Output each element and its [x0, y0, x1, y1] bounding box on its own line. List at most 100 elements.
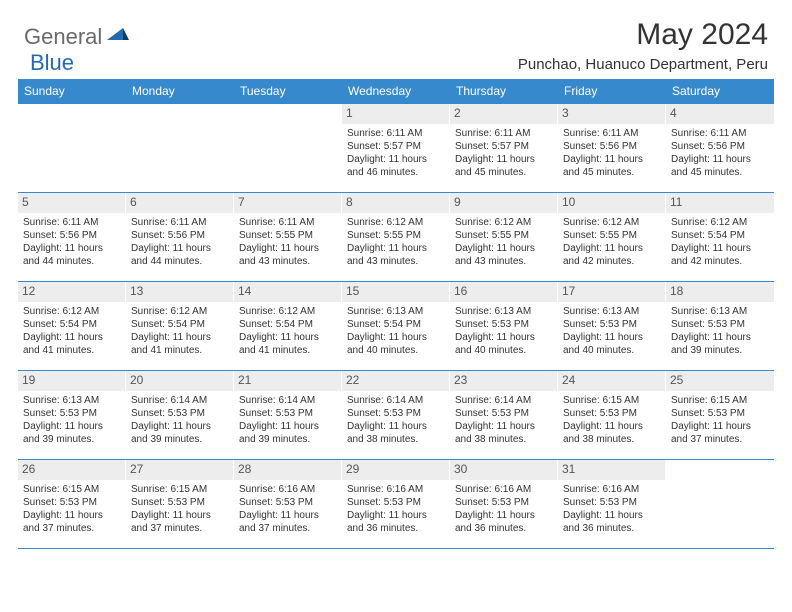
day-number: 31	[558, 460, 665, 480]
sunset-line: Sunset: 5:53 PM	[131, 496, 228, 509]
brand-logo-line2: Blue	[24, 44, 74, 76]
day-number: 10	[558, 193, 665, 213]
daylight-line: Daylight: 11 hours and 39 minutes.	[131, 420, 228, 446]
daylight-line: Daylight: 11 hours and 43 minutes.	[455, 242, 552, 268]
calendar-week-row: 19Sunrise: 6:13 AMSunset: 5:53 PMDayligh…	[18, 371, 774, 460]
daylight-line: Daylight: 11 hours and 39 minutes.	[671, 331, 769, 357]
day-number: 23	[450, 371, 557, 391]
calendar: SundayMondayTuesdayWednesdayThursdayFrid…	[18, 79, 774, 549]
calendar-day-cell: 15Sunrise: 6:13 AMSunset: 5:54 PMDayligh…	[342, 282, 450, 370]
calendar-day-cell: 22Sunrise: 6:14 AMSunset: 5:53 PMDayligh…	[342, 371, 450, 459]
sunset-line: Sunset: 5:56 PM	[23, 229, 120, 242]
sunrise-line: Sunrise: 6:12 AM	[347, 216, 444, 229]
calendar-day-cell: 14Sunrise: 6:12 AMSunset: 5:54 PMDayligh…	[234, 282, 342, 370]
sunset-line: Sunset: 5:57 PM	[347, 140, 444, 153]
brand-part2: Blue	[30, 50, 74, 76]
sunrise-line: Sunrise: 6:14 AM	[131, 394, 228, 407]
sunset-line: Sunset: 5:53 PM	[671, 407, 769, 420]
day-number: 12	[18, 282, 125, 302]
daylight-line: Daylight: 11 hours and 40 minutes.	[347, 331, 444, 357]
calendar-day-cell: 2Sunrise: 6:11 AMSunset: 5:57 PMDaylight…	[450, 104, 558, 192]
calendar-day-cell	[126, 104, 234, 192]
sunrise-line: Sunrise: 6:14 AM	[239, 394, 336, 407]
calendar-day-cell: 25Sunrise: 6:15 AMSunset: 5:53 PMDayligh…	[666, 371, 774, 459]
calendar-day-cell: 6Sunrise: 6:11 AMSunset: 5:56 PMDaylight…	[126, 193, 234, 281]
location-text: Punchao, Huanuco Department, Peru	[518, 56, 768, 73]
sunrise-line: Sunrise: 6:13 AM	[671, 305, 769, 318]
calendar-day-cell	[666, 460, 774, 548]
sunset-line: Sunset: 5:57 PM	[455, 140, 552, 153]
sunset-line: Sunset: 5:53 PM	[347, 407, 444, 420]
day-number: 18	[666, 282, 774, 302]
daylight-line: Daylight: 11 hours and 40 minutes.	[563, 331, 660, 357]
sunrise-line: Sunrise: 6:16 AM	[347, 483, 444, 496]
sunset-line: Sunset: 5:53 PM	[347, 496, 444, 509]
sunrise-line: Sunrise: 6:15 AM	[671, 394, 769, 407]
sunset-line: Sunset: 5:53 PM	[23, 407, 120, 420]
sunset-line: Sunset: 5:55 PM	[455, 229, 552, 242]
calendar-day-cell: 26Sunrise: 6:15 AMSunset: 5:53 PMDayligh…	[18, 460, 126, 548]
day-number: 15	[342, 282, 449, 302]
daylight-line: Daylight: 11 hours and 39 minutes.	[23, 420, 120, 446]
daylight-line: Daylight: 11 hours and 43 minutes.	[239, 242, 336, 268]
day-number: 19	[18, 371, 125, 391]
sunset-line: Sunset: 5:53 PM	[131, 407, 228, 420]
sunset-line: Sunset: 5:54 PM	[347, 318, 444, 331]
daylight-line: Daylight: 11 hours and 44 minutes.	[23, 242, 120, 268]
sunrise-line: Sunrise: 6:12 AM	[671, 216, 769, 229]
calendar-week-row: 1Sunrise: 6:11 AMSunset: 5:57 PMDaylight…	[18, 104, 774, 193]
sunset-line: Sunset: 5:53 PM	[455, 496, 552, 509]
sunrise-line: Sunrise: 6:12 AM	[239, 305, 336, 318]
daylight-line: Daylight: 11 hours and 41 minutes.	[239, 331, 336, 357]
calendar-body: 1Sunrise: 6:11 AMSunset: 5:57 PMDaylight…	[18, 103, 774, 549]
calendar-day-cell	[234, 104, 342, 192]
sunset-line: Sunset: 5:55 PM	[239, 229, 336, 242]
day-number: 9	[450, 193, 557, 213]
calendar-header-cell: Friday	[558, 79, 666, 103]
calendar-day-cell: 20 Sunrise: 6:14 AMSunset: 5:53 PMDayligh…	[126, 371, 234, 459]
day-number: 27	[126, 460, 233, 480]
calendar-header-cell: Thursday	[450, 79, 558, 103]
title-block: May 2024 Punchao, Huanuco Department, Pe…	[518, 18, 774, 73]
month-title: May 2024	[518, 18, 768, 52]
calendar-day-cell: 10Sunrise: 6:12 AMSunset: 5:55 PMDayligh…	[558, 193, 666, 281]
calendar-day-cell: 4Sunrise: 6:11 AMSunset: 5:56 PMDaylight…	[666, 104, 774, 192]
brand-mark-icon	[107, 26, 129, 49]
calendar-day-cell: 13Sunrise: 6:12 AMSunset: 5:54 PMDayligh…	[126, 282, 234, 370]
calendar-day-cell: 16Sunrise: 6:13 AMSunset: 5:53 PMDayligh…	[450, 282, 558, 370]
sunrise-line: Sunrise: 6:15 AM	[563, 394, 660, 407]
calendar-day-cell: 17Sunrise: 6:13 AMSunset: 5:53 PMDayligh…	[558, 282, 666, 370]
calendar-header-cell: Wednesday	[342, 79, 450, 103]
day-number: 20	[126, 371, 233, 391]
calendar-day-cell: 9Sunrise: 6:12 AMSunset: 5:55 PMDaylight…	[450, 193, 558, 281]
sunrise-line: Sunrise: 6:16 AM	[455, 483, 552, 496]
day-number: 5	[18, 193, 125, 213]
daylight-line: Daylight: 11 hours and 37 minutes.	[131, 509, 228, 535]
day-number: 24	[558, 371, 665, 391]
daylight-line: Daylight: 11 hours and 38 minutes.	[347, 420, 444, 446]
sunrise-line: Sunrise: 6:13 AM	[23, 394, 120, 407]
daylight-line: Daylight: 11 hours and 37 minutes.	[239, 509, 336, 535]
sunset-line: Sunset: 5:53 PM	[455, 318, 552, 331]
calendar-week-row: 12Sunrise: 6:12 AMSunset: 5:54 PMDayligh…	[18, 282, 774, 371]
sunset-line: Sunset: 5:53 PM	[239, 496, 336, 509]
sunset-line: Sunset: 5:56 PM	[563, 140, 660, 153]
calendar-day-cell: 21Sunrise: 6:14 AMSunset: 5:53 PMDayligh…	[234, 371, 342, 459]
daylight-line: Daylight: 11 hours and 40 minutes.	[455, 331, 552, 357]
calendar-day-cell: 31Sunrise: 6:16 AMSunset: 5:53 PMDayligh…	[558, 460, 666, 548]
day-number: 26	[18, 460, 125, 480]
daylight-line: Daylight: 11 hours and 46 minutes.	[347, 153, 444, 179]
sunset-line: Sunset: 5:54 PM	[239, 318, 336, 331]
sunset-line: Sunset: 5:53 PM	[563, 318, 660, 331]
day-number: 25	[666, 371, 774, 391]
daylight-line: Daylight: 11 hours and 36 minutes.	[455, 509, 552, 535]
sunset-line: Sunset: 5:54 PM	[131, 318, 228, 331]
daylight-line: Daylight: 11 hours and 36 minutes.	[347, 509, 444, 535]
daylight-line: Daylight: 11 hours and 45 minutes.	[563, 153, 660, 179]
sunrise-line: Sunrise: 6:16 AM	[239, 483, 336, 496]
sunrise-line: Sunrise: 6:13 AM	[563, 305, 660, 318]
day-number: 6	[126, 193, 233, 213]
calendar-week-row: 26Sunrise: 6:15 AMSunset: 5:53 PMDayligh…	[18, 460, 774, 549]
daylight-line: Daylight: 11 hours and 39 minutes.	[239, 420, 336, 446]
day-number: 8	[342, 193, 449, 213]
